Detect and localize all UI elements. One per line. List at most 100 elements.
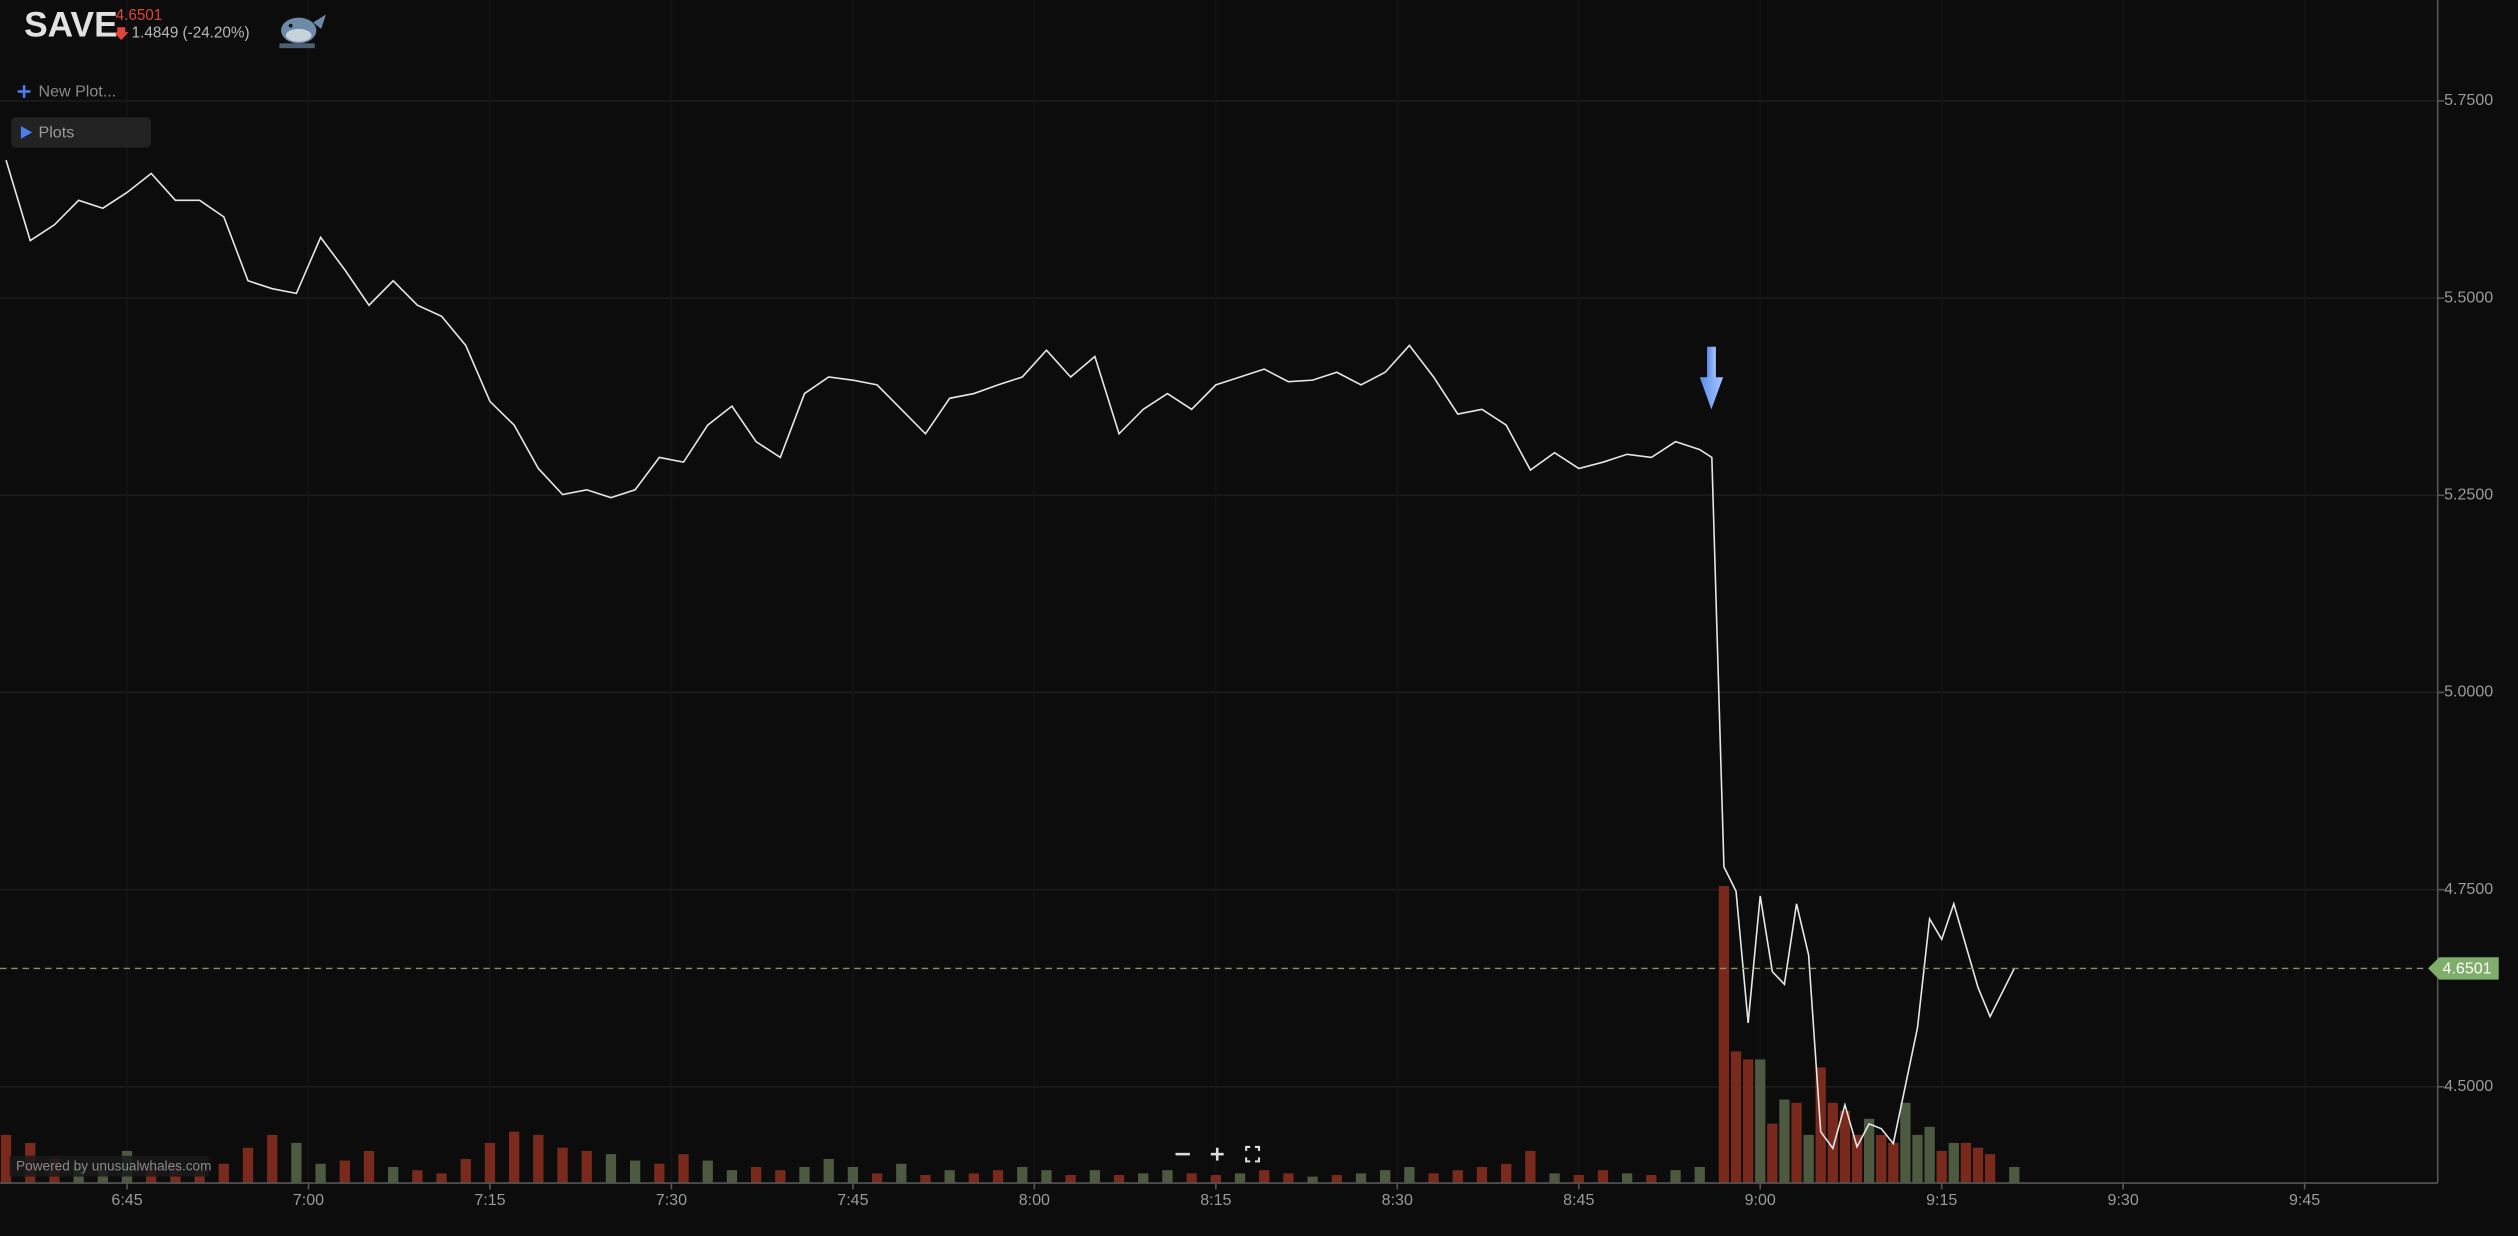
volume-bar	[847, 1166, 859, 1184]
volume-bar	[1936, 1150, 1947, 1184]
event-arrow	[1699, 346, 1724, 410]
volume-bar	[1839, 1110, 1851, 1184]
x-tick-label: 9:45	[2289, 1191, 2320, 1209]
volume-bar	[823, 1158, 834, 1184]
volume-bar	[1549, 1173, 1560, 1184]
volume-bar	[1900, 1102, 1911, 1184]
axis-layer: 5.7500 5.5000 5.2500 5.0000 4.7500 4.5000 6:45…	[111, 91, 2499, 1209]
x-tick-label: 9:15	[1926, 1191, 1957, 1209]
volume-bar	[1876, 1134, 1887, 1184]
fullscreen[interactable]	[1245, 1145, 1261, 1163]
volume-bar	[1259, 1170, 1270, 1184]
volume-bar	[1960, 1142, 1972, 1184]
volume-bar	[702, 1160, 713, 1184]
volume-bar	[412, 1170, 423, 1184]
volume-bar	[920, 1175, 931, 1184]
volume-bar	[291, 1142, 302, 1184]
volume-layer	[0, 886, 2020, 1184]
volume-bar	[1113, 1175, 1125, 1184]
volume-bar	[1888, 1142, 1899, 1184]
volume-bar	[775, 1170, 786, 1184]
volume-bar	[1186, 1173, 1197, 1184]
x-tick-label: 9:00	[1745, 1191, 1776, 1209]
volume-bar	[1065, 1175, 1076, 1184]
volume-bar	[1851, 1134, 1863, 1184]
x-tick-label: 8:45	[1563, 1191, 1594, 1209]
volume-bar	[218, 1163, 229, 1184]
y-tick-label: 5.2500	[2444, 486, 2493, 504]
volume-bar	[1380, 1170, 1391, 1184]
x-tick-label: 7:00	[293, 1191, 324, 1209]
x-tick-label: 7:45	[837, 1191, 868, 1209]
x-tick-label: 7:30	[656, 1191, 687, 1209]
volume-bar	[1622, 1173, 1633, 1184]
x-tick-label: 8:30	[1382, 1191, 1413, 1209]
volume-bar	[1718, 886, 1730, 1184]
volume-bar	[1089, 1170, 1100, 1184]
line-layer	[0, 159, 2429, 1151]
y-tick-label: 5.7500	[2444, 91, 2493, 109]
volume-bar	[0, 1134, 12, 1184]
change: 1.4849 (-24.20%)	[132, 25, 250, 42]
volume-bar	[460, 1158, 471, 1184]
volume-bar	[363, 1150, 375, 1184]
volume-bar	[1755, 1059, 1766, 1184]
volume-bar	[1948, 1142, 1959, 1184]
y-tick-label: 5.0000	[2444, 683, 2493, 701]
y-tick-label: 4.7500	[2444, 880, 2493, 898]
volume-bar	[654, 1163, 665, 1184]
zoom-in[interactable]	[1210, 1147, 1224, 1161]
volume-bar	[1767, 1123, 1778, 1184]
volume-bar	[629, 1160, 641, 1184]
volume-bar	[1476, 1166, 1488, 1184]
y-tick-label: 5.5000	[2444, 288, 2493, 306]
volume-bar	[1404, 1166, 1415, 1184]
volume-bar	[871, 1173, 883, 1184]
zoom-controls[interactable]	[1175, 1145, 1261, 1163]
volume-bar	[267, 1134, 278, 1184]
volume-bar	[509, 1131, 520, 1184]
volume-bar	[1984, 1154, 1996, 1184]
volume-bar	[1646, 1175, 1657, 1184]
whale-logo	[279, 14, 326, 49]
volume-bar	[1791, 1102, 1802, 1184]
new-plot-button[interactable]: New Plot...	[17, 83, 117, 101]
volume-bar	[1428, 1173, 1439, 1184]
x-tick-label: 6:45	[111, 1191, 142, 1209]
x-tick-label: 7:15	[474, 1191, 505, 1209]
volume-bar	[605, 1154, 617, 1184]
volume-bar	[1694, 1166, 1705, 1184]
volume-bar	[1730, 1051, 1742, 1184]
volume-bar	[896, 1163, 907, 1184]
volume-bar	[1779, 1099, 1790, 1184]
last-price-tag	[2428, 957, 2499, 980]
volume-bar	[1573, 1175, 1584, 1184]
volume-bar	[1803, 1134, 1814, 1184]
x-tick-label: 8:00	[1019, 1191, 1050, 1209]
volume-bar	[1827, 1102, 1838, 1184]
volume-bar	[1307, 1176, 1318, 1184]
x-tick-label: 8:15	[1200, 1191, 1231, 1209]
volume-bar	[1138, 1173, 1149, 1184]
volume-bar	[799, 1166, 810, 1184]
ticker: SAVE	[24, 6, 118, 45]
plots-label[interactable]: Plots	[39, 123, 75, 141]
volume-bar	[1670, 1170, 1681, 1184]
volume-bar	[1331, 1175, 1342, 1184]
volume-bar	[750, 1166, 762, 1184]
volume-bar	[1017, 1166, 1028, 1184]
volume-bar	[1972, 1147, 1984, 1184]
last-price-label: 4.6501	[2443, 959, 2492, 977]
volume-bar	[678, 1154, 689, 1184]
volume-bar	[242, 1147, 254, 1184]
volume-bar	[1041, 1170, 1052, 1184]
volume-bar	[388, 1166, 399, 1184]
plots-button[interactable]: Plots	[11, 117, 151, 148]
volume-bar	[1234, 1173, 1246, 1184]
volume-bar	[581, 1150, 592, 1184]
x-tick-label: 9:30	[2108, 1191, 2139, 1209]
new-plot-label[interactable]: New Plot...	[39, 83, 117, 101]
